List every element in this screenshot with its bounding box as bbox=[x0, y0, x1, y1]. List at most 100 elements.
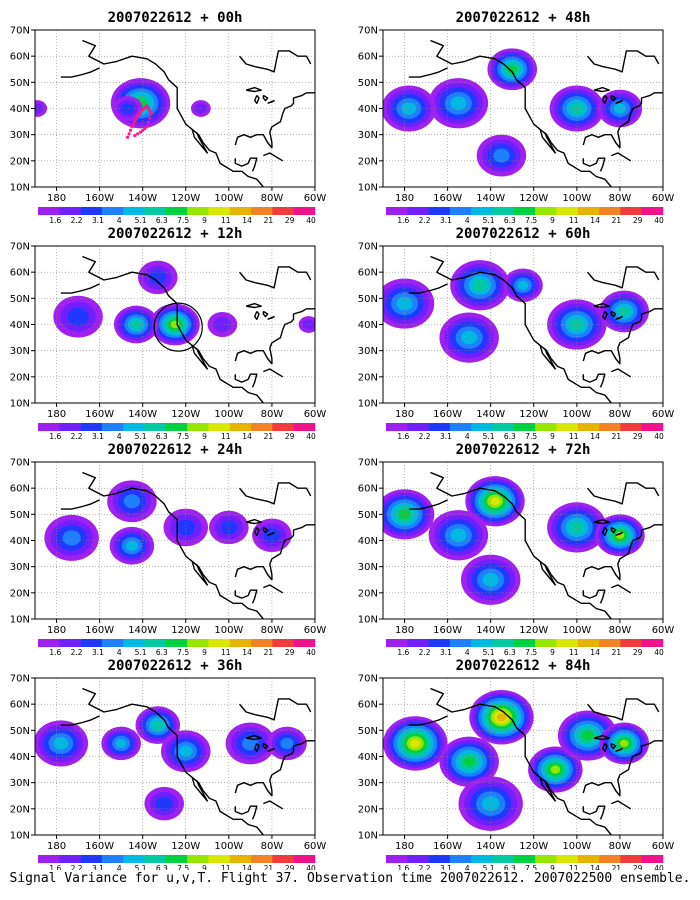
coastline bbox=[60, 687, 315, 835]
coastline-segment bbox=[60, 67, 100, 78]
variance-contour bbox=[490, 497, 500, 506]
colorbar-label: 7.5 bbox=[525, 216, 537, 225]
y-tick-label: 40N bbox=[358, 536, 378, 547]
colorbar-label: 6.3 bbox=[156, 648, 168, 657]
colorbar-swatch bbox=[101, 207, 124, 215]
colorbar-swatch bbox=[407, 207, 429, 215]
colorbar-label: 14 bbox=[242, 216, 252, 225]
variance-contour bbox=[619, 739, 629, 748]
y-tick-label: 70N bbox=[358, 674, 378, 685]
x-tick-label: 120W bbox=[519, 625, 548, 636]
x-tick-label: 160W bbox=[85, 193, 114, 204]
x-tick-label: 160W bbox=[85, 625, 114, 636]
coastline-segment bbox=[60, 283, 100, 294]
flight-track-dot bbox=[137, 112, 141, 116]
lake-outline bbox=[610, 742, 617, 750]
colorbar-swatch bbox=[38, 207, 60, 215]
colorbar-label: 11 bbox=[569, 864, 579, 870]
flight-track-dot bbox=[133, 133, 137, 138]
variance-contour bbox=[123, 494, 141, 509]
y-tick-label: 10N bbox=[10, 831, 30, 842]
coastline-segment bbox=[60, 499, 100, 510]
variance-contour bbox=[121, 103, 134, 114]
x-tick-label: 100W bbox=[214, 409, 243, 420]
x-tick-label: 180 bbox=[395, 193, 414, 204]
colorbar-swatch bbox=[101, 639, 124, 647]
y-tick-label: 10N bbox=[358, 399, 378, 410]
x-tick-label: 120W bbox=[171, 409, 200, 420]
x-tick-label: 120W bbox=[519, 409, 548, 420]
colorbar-swatch bbox=[620, 423, 642, 431]
flight-track-dot bbox=[138, 130, 143, 134]
variance-contour bbox=[581, 730, 594, 741]
forecast-panel: 2007022612 + 72h 10N 20N 30N 40N 50N 60N 70N 180… bbox=[358, 442, 675, 657]
colorbar-label: 11 bbox=[221, 432, 231, 441]
variance-contour bbox=[410, 739, 421, 748]
x-tick-label: 80W bbox=[261, 193, 284, 204]
colorbar-swatch bbox=[165, 639, 188, 647]
y-tick-label: 70N bbox=[10, 674, 30, 685]
coastline-segment bbox=[191, 129, 209, 154]
colorbar-label: 1.6 bbox=[397, 864, 409, 870]
variance-contour bbox=[67, 307, 89, 326]
y-tick-label: 10N bbox=[358, 183, 378, 194]
y-tick-label: 70N bbox=[10, 242, 30, 253]
colorbar-label: 9 bbox=[550, 864, 555, 870]
x-tick-label: 120W bbox=[171, 193, 200, 204]
colorbar-label: 4 bbox=[465, 864, 470, 870]
colorbar-swatch bbox=[428, 207, 451, 215]
colorbar-swatch bbox=[535, 207, 557, 215]
variance-field bbox=[383, 476, 645, 605]
colorbar-label: 3.1 bbox=[440, 864, 452, 870]
y-tick-label: 20N bbox=[358, 372, 378, 383]
colorbar-label: 5.1 bbox=[483, 216, 495, 225]
coastline-segment bbox=[263, 800, 284, 810]
colorbar-label: 9 bbox=[550, 432, 555, 441]
lake-outline bbox=[245, 86, 262, 93]
colorbar-swatch bbox=[251, 423, 273, 431]
colorbar: 1.6 2.2 3.1 4 5.1 6.3 7.5 9 11 14 21 29 40 bbox=[38, 639, 316, 657]
lake-outline bbox=[262, 526, 269, 534]
flight-track bbox=[126, 104, 153, 139]
colorbar-swatch bbox=[556, 855, 579, 863]
lake-outline bbox=[245, 518, 262, 525]
lake-outline bbox=[253, 742, 260, 752]
colorbar-label: 3.1 bbox=[440, 648, 452, 657]
y-tick-label: 30N bbox=[10, 130, 30, 141]
colorbar-label: 9 bbox=[550, 216, 555, 225]
colorbar-swatch bbox=[123, 639, 145, 647]
variance-contour bbox=[463, 756, 476, 767]
colorbar-label: 21 bbox=[264, 648, 274, 657]
colorbar-swatch bbox=[599, 207, 621, 215]
x-tick-label: 160W bbox=[433, 193, 462, 204]
y-tick-label: 50N bbox=[10, 510, 30, 521]
x-tick-label: 60W bbox=[652, 193, 675, 204]
variance-contour bbox=[280, 737, 294, 749]
coastline bbox=[408, 471, 663, 619]
y-tick-label: 30N bbox=[10, 346, 30, 357]
y-tick-label: 50N bbox=[10, 294, 30, 305]
colorbar-label: 1.6 bbox=[397, 648, 409, 657]
colorbar-label: 9 bbox=[202, 648, 207, 657]
coastline-segment bbox=[82, 471, 264, 619]
colorbar-label: 21 bbox=[612, 216, 622, 225]
colorbar-label: 9 bbox=[202, 216, 207, 225]
colorbar-label: 14 bbox=[242, 432, 252, 441]
colorbar-label: 11 bbox=[221, 216, 231, 225]
colorbar-label: 1.6 bbox=[49, 864, 61, 870]
coastline-segment bbox=[234, 524, 315, 581]
colorbar-swatch bbox=[577, 855, 600, 863]
colorbar-label: 14 bbox=[590, 432, 600, 441]
x-tick-label: 100W bbox=[214, 625, 243, 636]
colorbar-label: 29 bbox=[285, 864, 295, 870]
y-tick-label: 20N bbox=[10, 588, 30, 599]
colorbar: 1.6 2.2 3.1 4 5.1 6.3 7.5 9 11 14 21 29 40 bbox=[386, 207, 664, 225]
colorbar-label: 2.2 bbox=[71, 864, 83, 870]
colorbar-label: 1.6 bbox=[397, 216, 409, 225]
y-tick-label: 40N bbox=[10, 104, 30, 115]
lake-outline bbox=[610, 310, 617, 318]
lake-outline bbox=[602, 526, 608, 536]
y-tick-label: 30N bbox=[358, 778, 378, 789]
colorbar-swatch bbox=[272, 855, 294, 863]
colorbar-swatch bbox=[449, 423, 472, 431]
